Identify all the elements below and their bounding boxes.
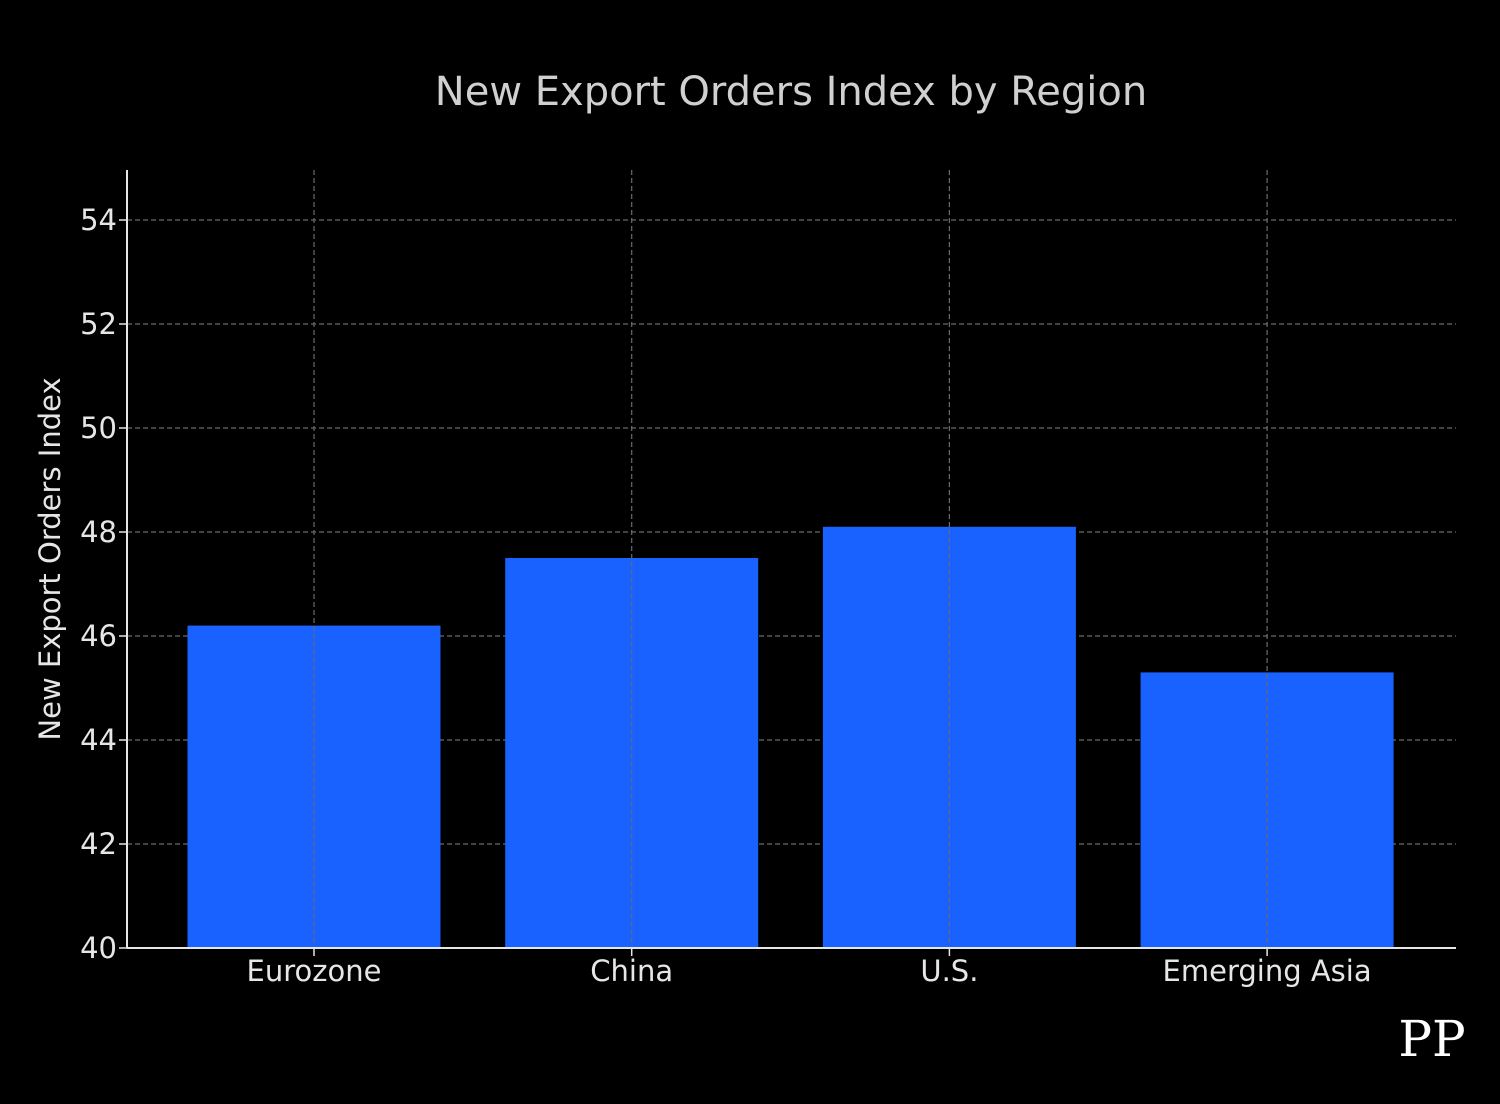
y-tick-label: 54 <box>80 203 117 237</box>
watermark-logo: PP <box>1398 1010 1465 1068</box>
y-tick-label: 46 <box>80 619 117 653</box>
x-tick-label: China <box>590 954 673 988</box>
y-tick-label: 52 <box>80 307 117 341</box>
y-tick-label: 50 <box>80 411 117 445</box>
y-tick-label: 48 <box>80 515 117 549</box>
x-axis-ticks: Eurozone China U.S. Emerging Asia <box>247 948 1372 988</box>
chart-title: New Export Orders Index by Region <box>435 69 1147 115</box>
y-axis-ticks: 40 42 44 46 48 50 52 54 <box>80 203 127 965</box>
bars <box>187 526 1394 948</box>
y-tick-label: 44 <box>80 723 117 757</box>
y-tick-label: 40 <box>80 931 117 965</box>
y-axis-label: New Export Orders Index <box>33 377 67 740</box>
x-tick-label: Eurozone <box>247 954 382 988</box>
x-tick-label: Emerging Asia <box>1163 954 1372 988</box>
vertical-gridlines <box>313 170 1268 948</box>
x-tick-label: U.S. <box>920 954 978 988</box>
bar <box>505 558 759 948</box>
y-tick-label: 42 <box>80 827 117 861</box>
